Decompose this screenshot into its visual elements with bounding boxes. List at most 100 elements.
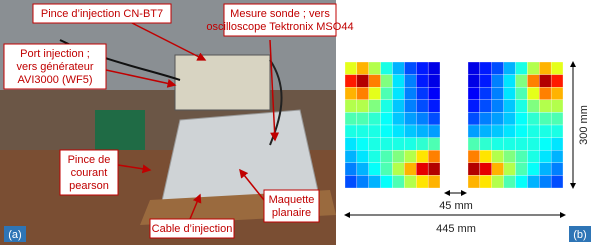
heat-cell [428, 75, 440, 88]
heat-cell [345, 125, 357, 138]
annotation-text: planaire [272, 207, 311, 219]
heat-cell [468, 138, 480, 151]
heat-cell [527, 150, 539, 163]
heat-cell [480, 163, 492, 176]
heat-cell [480, 87, 492, 100]
heat-cell [369, 75, 381, 88]
annotation-text: Mesure sonde ; vers [230, 8, 330, 20]
panel-label: (a) [8, 229, 21, 241]
heat-cell [504, 125, 516, 138]
heat-cell [393, 62, 405, 75]
heat-cell [369, 150, 381, 163]
heat-cell [551, 125, 563, 138]
heat-cell [416, 175, 428, 188]
heat-cell [504, 87, 516, 100]
heat-cell [404, 150, 416, 163]
heat-cell [393, 175, 405, 188]
heat-cell [393, 75, 405, 88]
heat-cell [428, 62, 440, 75]
heat-cell [504, 163, 516, 176]
heat-cell [381, 175, 393, 188]
heat-cell [381, 62, 393, 75]
annotation-text: Port injection ; [20, 48, 90, 60]
heat-cell [404, 163, 416, 176]
heat-cell [345, 75, 357, 88]
heat-cell [357, 125, 369, 138]
heat-cell [480, 125, 492, 138]
heat-cell [404, 87, 416, 100]
heat-cell [381, 163, 393, 176]
heat-cell [381, 100, 393, 113]
heat-cell [381, 125, 393, 138]
heat-cell [504, 100, 516, 113]
heat-cell [539, 138, 551, 151]
heat-cell [516, 112, 528, 125]
heat-cell [527, 138, 539, 151]
heat-cell [492, 87, 504, 100]
heat-cell [369, 138, 381, 151]
heat-cell [393, 163, 405, 176]
heat-cell [551, 138, 563, 151]
heat-cell [357, 163, 369, 176]
heat-cell [404, 125, 416, 138]
heat-cell [539, 112, 551, 125]
heat-cell [527, 100, 539, 113]
heat-cell [468, 163, 480, 176]
heat-cell [381, 150, 393, 163]
heat-cell [369, 125, 381, 138]
heat-cell [381, 75, 393, 88]
heat-cell [416, 138, 428, 151]
heat-cell [516, 138, 528, 151]
heat-cell [393, 125, 405, 138]
heat-cell [551, 100, 563, 113]
heat-cell [551, 150, 563, 163]
heat-cell [345, 87, 357, 100]
heat-cell [480, 62, 492, 75]
heat-cell [504, 112, 516, 125]
heat-cell [428, 125, 440, 138]
height-label: 300 mm [578, 105, 590, 145]
heat-cell [416, 112, 428, 125]
heat-cell [404, 100, 416, 113]
heat-cell [539, 163, 551, 176]
width-label: 445 mm [436, 223, 476, 235]
heat-cell [393, 150, 405, 163]
heat-cell [381, 87, 393, 100]
heat-cell [345, 150, 357, 163]
heat-cell [539, 87, 551, 100]
annotation-text: pearson [69, 180, 109, 192]
heat-cell [357, 150, 369, 163]
heat-cell [527, 175, 539, 188]
heat-cell [468, 100, 480, 113]
heat-cell [416, 87, 428, 100]
heat-cell [551, 163, 563, 176]
heat-cell [527, 75, 539, 88]
annotation-text: AVI3000 (WF5) [18, 74, 93, 86]
annotation-text: Pince d’injection CN-BT7 [41, 8, 163, 20]
heat-cell [428, 163, 440, 176]
heat-cell [492, 112, 504, 125]
heat-cell [393, 100, 405, 113]
heat-cell [393, 112, 405, 125]
heat-cell [468, 150, 480, 163]
heat-cell [345, 100, 357, 113]
heatmap [345, 62, 563, 188]
heat-cell [516, 163, 528, 176]
heat-cell [516, 100, 528, 113]
heat-cell [357, 75, 369, 88]
panel-label: (b) [573, 229, 586, 241]
heat-cell [404, 175, 416, 188]
heat-cell [492, 125, 504, 138]
heat-cell [369, 175, 381, 188]
heat-cell [551, 75, 563, 88]
heat-cell [551, 175, 563, 188]
heat-cell [345, 163, 357, 176]
heat-cell [381, 138, 393, 151]
heat-cell [357, 175, 369, 188]
heat-cell [516, 125, 528, 138]
heat-cell [492, 163, 504, 176]
heat-cell [404, 75, 416, 88]
heat-cell [369, 87, 381, 100]
annotation-text: courant [71, 167, 108, 179]
heat-cell [504, 175, 516, 188]
